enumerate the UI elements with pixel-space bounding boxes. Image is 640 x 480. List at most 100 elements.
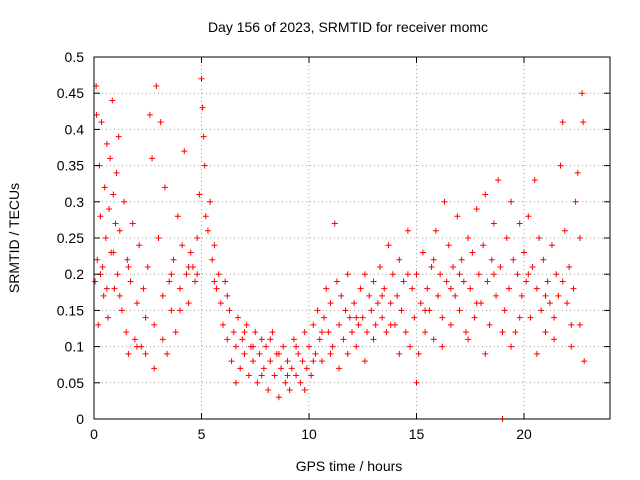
data-point: [385, 242, 392, 249]
data-point: [243, 321, 250, 328]
data-point: [161, 184, 168, 191]
data-point: [531, 177, 538, 184]
data-point: [215, 271, 222, 278]
data-point: [465, 336, 472, 343]
data-point: [430, 256, 437, 263]
data-point: [226, 307, 233, 314]
data-point: [222, 278, 229, 285]
data-point: [389, 271, 396, 278]
data-point: [260, 365, 267, 372]
data-point: [413, 379, 420, 386]
data-point: [422, 329, 429, 336]
data-point: [267, 358, 274, 365]
data-point: [473, 300, 480, 307]
data-point: [419, 249, 426, 256]
data-point: [529, 263, 536, 270]
data-point: [521, 249, 527, 256]
data-point: [146, 111, 153, 118]
data-point: [174, 213, 181, 220]
data-point: [183, 271, 190, 278]
data-point: [144, 263, 151, 270]
data-point: [232, 379, 239, 386]
data-point: [284, 358, 291, 365]
data-point: [370, 278, 377, 285]
data-point: [331, 220, 338, 227]
data-point: [374, 300, 381, 307]
data-point: [198, 75, 205, 82]
data-point: [527, 314, 534, 321]
data-point: [312, 350, 319, 357]
data-point: [471, 314, 478, 321]
data-point: [353, 314, 360, 321]
data-point: [580, 119, 587, 126]
data-point: [125, 263, 132, 270]
data-point: [111, 285, 118, 292]
data-point: [293, 372, 300, 379]
y-tick-label: 0.05: [57, 375, 84, 391]
data-point: [149, 155, 156, 162]
data-point: [346, 314, 353, 321]
data-point: [411, 314, 418, 321]
data-point: [516, 220, 523, 227]
data-point: [424, 285, 431, 292]
data-point: [327, 350, 334, 357]
data-point: [157, 119, 164, 126]
data-point: [204, 227, 211, 234]
y-tick-label: 0.1: [65, 339, 85, 355]
data-point: [297, 379, 304, 386]
data-point: [166, 278, 173, 285]
data-point: [303, 365, 310, 372]
data-point: [269, 329, 276, 336]
data-point: [112, 220, 119, 227]
y-tick-label: 0.5: [65, 49, 85, 65]
data-point: [168, 271, 175, 278]
data-point: [400, 278, 407, 285]
data-point: [127, 278, 134, 285]
data-point: [379, 314, 386, 321]
data-point: [102, 235, 109, 241]
data-point: [452, 292, 459, 299]
data-point: [125, 350, 132, 357]
y-tick-label: 0.15: [57, 302, 84, 318]
data-point: [131, 336, 138, 343]
data-point: [525, 213, 532, 220]
data-point: [432, 227, 439, 234]
data-point: [398, 307, 405, 314]
data-point: [280, 343, 287, 350]
data-point: [194, 271, 201, 278]
x-axis-ticks: 0 5 10 15 20: [90, 57, 532, 442]
data-point: [181, 148, 188, 155]
data-point: [104, 314, 111, 321]
data-point: [318, 329, 325, 336]
data-point: [564, 300, 570, 307]
data-point: [93, 111, 100, 118]
data-point: [220, 321, 226, 328]
data-point: [323, 285, 330, 292]
data-point: [98, 119, 105, 126]
data-point: [140, 285, 147, 292]
data-point: [168, 307, 175, 314]
data-point: [544, 278, 551, 285]
data-point: [290, 336, 297, 343]
data-point: [110, 249, 117, 256]
data-point: [201, 162, 208, 169]
data-point: [194, 235, 201, 241]
data-point: [490, 271, 497, 278]
x-tick-label: 15: [409, 426, 425, 442]
data-point: [404, 271, 411, 278]
data-point: [542, 329, 549, 336]
data-point: [209, 256, 216, 263]
data-point: [224, 292, 231, 299]
data-point: [239, 336, 246, 343]
data-point: [97, 213, 104, 220]
y-tick-label: 0.3: [65, 194, 85, 210]
data-point: [351, 300, 358, 307]
data-point: [211, 278, 218, 285]
data-point: [153, 82, 160, 89]
data-point: [559, 119, 566, 126]
data-point: [113, 169, 120, 176]
data-point: [258, 372, 265, 379]
data-point: [232, 343, 239, 350]
data-point: [579, 90, 586, 97]
